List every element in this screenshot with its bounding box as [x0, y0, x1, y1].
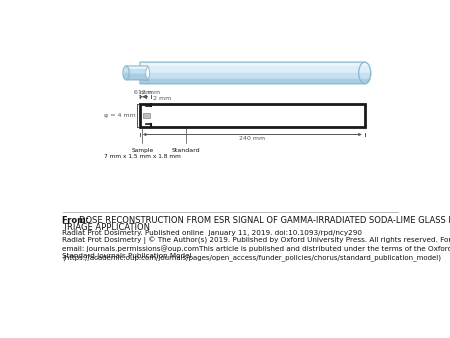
- Text: Radiat Prot Dosimetry | © The Author(s) 2019. Published by Oxford University Pre: Radiat Prot Dosimetry | © The Author(s) …: [63, 236, 450, 259]
- Text: 12 mm: 12 mm: [138, 90, 160, 95]
- Ellipse shape: [146, 68, 150, 78]
- Text: φ = 4 mm: φ = 4 mm: [104, 113, 136, 118]
- Text: DOSE RECONSTRUCTION FROM ESR SIGNAL OF GAMMA-IRRADIATED SODA-LIME GLASS FOR: DOSE RECONSTRUCTION FROM ESR SIGNAL OF G…: [79, 216, 450, 225]
- Bar: [143, 113, 150, 118]
- Text: Radiat Prot Dosimetry. Published online  January 11, 2019. doi:10.1093/rpd/ncy29: Radiat Prot Dosimetry. Published online …: [63, 230, 362, 236]
- Text: TRIAGE APPLICATION: TRIAGE APPLICATION: [63, 223, 150, 232]
- Text: 2 mm: 2 mm: [153, 96, 171, 101]
- Text: From:: From:: [63, 216, 92, 225]
- Bar: [142, 106, 362, 124]
- Text: 6 mm: 6 mm: [134, 90, 152, 95]
- Text: Standard: Standard: [157, 127, 200, 153]
- Text: Sample
7 mm x 1.5 mm x 1.8 mm: Sample 7 mm x 1.5 mm x 1.8 mm: [104, 127, 181, 159]
- Text: (https://academic.oup.com/journals/pages/open_access/funder_policies/chorus/stan: (https://academic.oup.com/journals/pages…: [63, 254, 441, 261]
- Text: 240 mm: 240 mm: [239, 136, 266, 141]
- Bar: [140, 104, 364, 127]
